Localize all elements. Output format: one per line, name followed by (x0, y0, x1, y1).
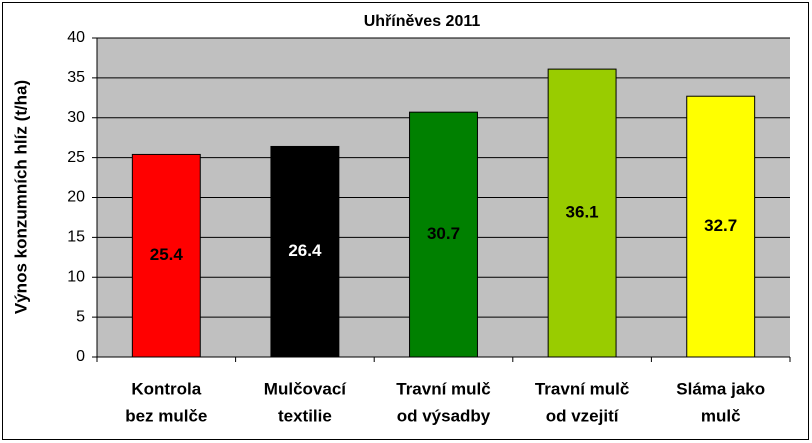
x-tick-label: Travní mulč (535, 379, 629, 398)
value-label: 25.4 (150, 245, 184, 264)
x-tick-label: textilie (278, 406, 332, 425)
bar (409, 111, 478, 358)
chart-title: Uhříněves 2011 (364, 13, 481, 30)
bar (131, 153, 201, 358)
x-tick-label: mulč (701, 406, 741, 425)
x-tick-label: Sláma jako (676, 379, 765, 398)
value-label: 32.7 (704, 216, 737, 235)
y-tick-label: 30 (67, 109, 85, 126)
bar (270, 145, 340, 358)
value-label: 30.7 (427, 224, 460, 243)
y-tick-label: 20 (67, 189, 85, 206)
y-tick-label: 10 (67, 268, 85, 285)
x-tick-label: Mulčovací (264, 379, 347, 398)
y-axis-label: Výnos konzumních hlíz (t/ha) (11, 80, 30, 314)
y-tick-label: 5 (76, 308, 85, 325)
x-tick-label: Travní mulč (396, 379, 490, 398)
y-tick-label: 25 (67, 149, 85, 166)
x-tick-label: bez mulče (125, 406, 207, 425)
value-label: 36.1 (566, 203, 599, 222)
x-tick-label: Kontrola (131, 379, 201, 398)
y-tick-label: 15 (67, 229, 85, 246)
y-tick-label: 40 (67, 29, 85, 46)
bar (547, 68, 617, 358)
value-label: 26.4 (288, 241, 322, 260)
y-tick-label: 35 (67, 69, 85, 86)
y-tick-label: 0 (76, 348, 85, 365)
bar (686, 95, 756, 358)
x-tick-label: od výsadby (397, 406, 491, 425)
x-tick-label: od vzejití (546, 406, 620, 425)
